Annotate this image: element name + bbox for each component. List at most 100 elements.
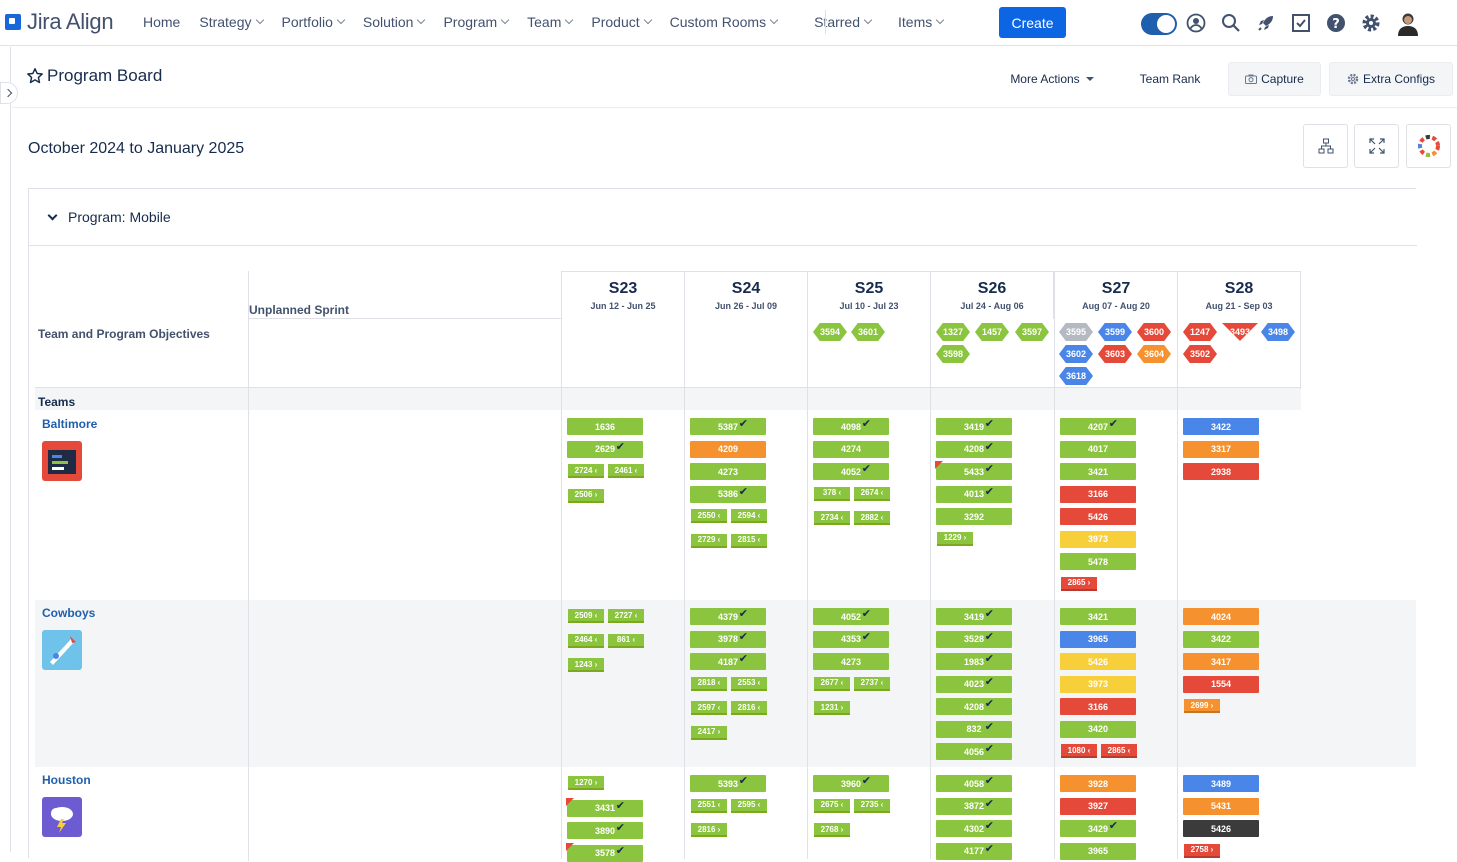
- feature-card[interactable]: 1229 ›: [937, 531, 973, 546]
- objective-hex[interactable]: 3598: [936, 345, 970, 363]
- story-card[interactable]: 3978 ✔: [690, 630, 766, 648]
- story-card[interactable]: 4379 ✔: [690, 608, 766, 625]
- objective-hex[interactable]: 1247: [1183, 323, 1217, 341]
- feature-card[interactable]: 2550 ‹: [691, 509, 727, 523]
- feature-card[interactable]: 2553 ‹: [731, 676, 767, 691]
- story-card[interactable]: 3431 ✔: [566, 797, 643, 817]
- story-card[interactable]: 3973: [1060, 675, 1136, 693]
- story-card[interactable]: 4017: [1060, 440, 1136, 458]
- objective-hex[interactable]: 3599: [1098, 323, 1132, 341]
- team-rank-button[interactable]: Team Rank: [1132, 62, 1208, 96]
- story-card[interactable]: 5431: [1183, 797, 1259, 815]
- theme-toggle[interactable]: [1141, 13, 1177, 35]
- nav-solution[interactable]: Solution: [363, 14, 426, 30]
- story-card[interactable]: 3965: [1060, 842, 1136, 860]
- avatar[interactable]: [1396, 10, 1420, 36]
- feature-card[interactable]: 378 ‹: [814, 486, 850, 501]
- feature-card[interactable]: 861 ‹: [608, 633, 644, 648]
- nav-strategy[interactable]: Strategy: [199, 14, 264, 30]
- feature-card[interactable]: 1231 ›: [814, 701, 850, 715]
- story-card[interactable]: 3965: [1060, 630, 1136, 648]
- feature-card[interactable]: 2417 ›: [691, 725, 727, 740]
- story-card[interactable]: 3419 ✔: [936, 418, 1012, 435]
- team-name-cowboys[interactable]: Cowboys: [42, 606, 96, 620]
- objective-hex[interactable]: 3597: [1015, 323, 1049, 341]
- rocket-icon[interactable]: [1255, 12, 1277, 34]
- nav-portfolio[interactable]: Portfolio: [282, 14, 346, 30]
- objective-hex[interactable]: 3618: [1059, 367, 1093, 385]
- user-circle-icon[interactable]: [1185, 12, 1207, 34]
- story-card[interactable]: 3528 ✔: [936, 630, 1012, 648]
- story-card[interactable]: 3927: [1060, 797, 1136, 815]
- story-card[interactable]: 3960 ✔: [813, 775, 889, 792]
- story-card[interactable]: 3419 ✔: [936, 608, 1012, 625]
- story-card[interactable]: 3489: [1183, 775, 1259, 792]
- story-card[interactable]: 4207 ✔: [1060, 418, 1136, 435]
- search-icon[interactable]: [1220, 12, 1242, 34]
- story-card[interactable]: 3872 ✔: [936, 797, 1012, 815]
- story-card[interactable]: 4353 ✔: [813, 630, 889, 648]
- feature-card[interactable]: 2551 ‹: [691, 798, 727, 813]
- story-card[interactable]: 1983 ✔: [936, 653, 1012, 670]
- program-header[interactable]: Program: Mobile: [29, 189, 1417, 246]
- story-card[interactable]: 3422: [1183, 630, 1259, 648]
- story-card[interactable]: 2938: [1183, 463, 1259, 480]
- story-card[interactable]: 1554: [1183, 675, 1259, 693]
- feature-card[interactable]: 2865 ‹: [1101, 744, 1137, 758]
- nav-product[interactable]: Product: [591, 14, 652, 30]
- create-button[interactable]: Create: [999, 7, 1066, 38]
- gear-icon[interactable]: [1360, 12, 1382, 34]
- story-card[interactable]: 4056 ✔: [936, 743, 1012, 760]
- objective-hex[interactable]: 3604: [1137, 345, 1171, 363]
- story-card[interactable]: 4208 ✔: [936, 698, 1012, 715]
- nav-custom-rooms[interactable]: Custom Rooms: [670, 14, 779, 30]
- team-name-houston[interactable]: Houston: [42, 773, 91, 787]
- help-icon[interactable]: ?: [1325, 12, 1347, 34]
- objective-hex[interactable]: 3602: [1059, 345, 1093, 363]
- sprint-header-s28[interactable]: S28 Aug 21 - Sep 03: [1177, 271, 1301, 319]
- feature-card[interactable]: 2734 ‹: [814, 511, 850, 525]
- story-card[interactable]: 5426: [1060, 508, 1136, 525]
- nav-home[interactable]: Home: [143, 14, 180, 30]
- story-card[interactable]: 832 ✔: [936, 720, 1012, 738]
- story-card[interactable]: 4187 ✔: [690, 653, 766, 670]
- feature-card[interactable]: 2737 ‹: [854, 676, 890, 691]
- story-card[interactable]: 5426: [1060, 653, 1136, 670]
- sprint-header-s27[interactable]: S27 Aug 07 - Aug 20: [1054, 271, 1178, 319]
- feature-card[interactable]: 2768 ›: [814, 823, 850, 837]
- feature-card[interactable]: 1080 ‹: [1061, 744, 1097, 758]
- story-card[interactable]: 5433 ✔: [935, 461, 1012, 480]
- story-card[interactable]: 3417: [1183, 653, 1259, 670]
- sprint-header-s23[interactable]: S23 Jun 12 - Jun 25: [561, 271, 685, 319]
- star-icon[interactable]: [26, 67, 44, 85]
- hierarchy-view-button[interactable]: [1303, 124, 1348, 168]
- feature-card[interactable]: 2865 ›: [1061, 576, 1097, 591]
- story-card[interactable]: 4208 ✔: [936, 440, 1012, 458]
- story-card[interactable]: 4302 ✔: [936, 820, 1012, 837]
- story-card[interactable]: 4274: [813, 440, 889, 458]
- feature-card[interactable]: 2675 ‹: [814, 798, 850, 813]
- objective-hex[interactable]: 1457: [975, 323, 1009, 341]
- feature-card[interactable]: 2818 ‹: [691, 676, 727, 691]
- feature-card[interactable]: 1270 ›: [568, 776, 604, 790]
- feature-card[interactable]: 2724 ‹: [568, 464, 604, 478]
- story-card[interactable]: 3890 ✔: [567, 822, 643, 839]
- story-card[interactable]: 5387 ✔: [690, 418, 766, 435]
- feature-card[interactable]: 2509 ‹: [568, 609, 604, 623]
- feature-card[interactable]: 2816 ›: [691, 823, 727, 837]
- nav-team[interactable]: Team: [527, 14, 574, 30]
- story-card[interactable]: 3166: [1060, 485, 1136, 503]
- nav-items[interactable]: Items: [898, 14, 945, 30]
- nav-starred[interactable]: Starred: [814, 14, 873, 30]
- story-card[interactable]: 4052 ✔: [813, 463, 889, 480]
- story-card[interactable]: 3578 ✔: [566, 842, 643, 862]
- feature-card[interactable]: 2699 ›: [1184, 699, 1220, 713]
- objective-hex[interactable]: 3603: [1098, 345, 1132, 363]
- jira-align-logo[interactable]: Jira Align: [5, 9, 114, 35]
- story-card[interactable]: 4273: [690, 463, 766, 480]
- feature-card[interactable]: 2506 ›: [568, 488, 604, 503]
- feature-card[interactable]: 2882 ‹: [854, 511, 890, 525]
- story-card[interactable]: 3429 ✔: [1060, 820, 1136, 837]
- story-card[interactable]: 4098 ✔: [813, 418, 889, 435]
- objective-hex[interactable]: 1327: [936, 323, 970, 341]
